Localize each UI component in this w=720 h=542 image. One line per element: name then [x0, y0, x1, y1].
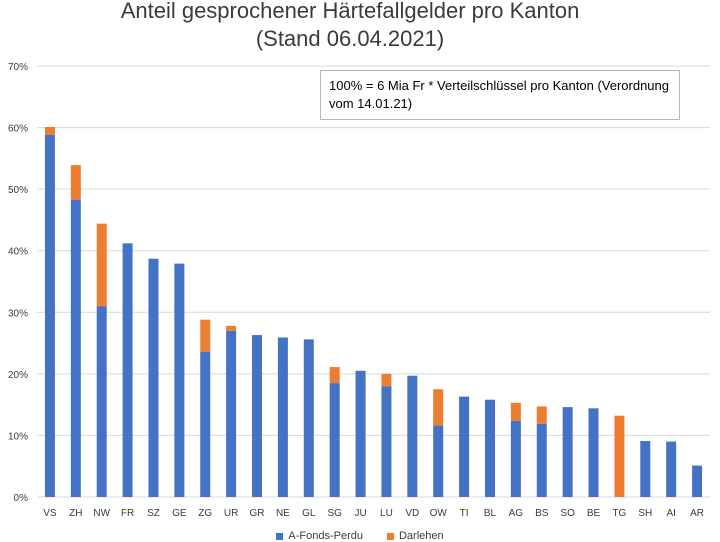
bar-darlehen-nw [96, 223, 107, 307]
x-tick-label: LU [380, 508, 393, 519]
bar-darlehen-vs [44, 126, 55, 135]
x-tick-label: AG [509, 508, 524, 519]
x-tick-label: OW [430, 508, 448, 519]
bar-darlehen-ur [226, 325, 237, 331]
bar-darlehen-tg [614, 415, 625, 497]
y-tick-label: 20% [8, 370, 28, 381]
legend-label-darlehen: Darlehen [398, 530, 444, 542]
bar-a-fonds-perdu-sh [640, 440, 651, 497]
chart-legend: A-Fonds-Perdu Darlehen [0, 530, 720, 542]
x-tick-label: TI [460, 508, 469, 519]
x-tick-label: VS [43, 508, 57, 519]
legend-item-darlehen: Darlehen [386, 530, 444, 542]
y-tick-label: 70% [8, 62, 28, 73]
bar-a-fonds-perdu-vs [44, 134, 55, 497]
bar-a-fonds-perdu-ar [692, 465, 703, 497]
x-tick-label: VD [405, 508, 419, 519]
bar-a-fonds-perdu-ow [433, 425, 444, 497]
bar-a-fonds-perdu-zg [200, 351, 211, 497]
bar-a-fonds-perdu-bs [536, 423, 547, 497]
y-tick-label: 60% [8, 124, 28, 135]
bar-a-fonds-perdu-sz [148, 258, 159, 497]
bar-a-fonds-perdu-ur [226, 330, 237, 497]
x-tick-label: SO [560, 508, 575, 519]
y-tick-label: 50% [8, 185, 28, 196]
bar-darlehen-sg [329, 367, 340, 384]
x-tick-label: NE [276, 508, 290, 519]
y-tick-label: 10% [8, 431, 28, 442]
bar-a-fonds-perdu-gr [252, 335, 263, 497]
chart-annotation: 100% = 6 Mia Fr * Verteilschlüssel pro K… [320, 70, 680, 120]
bar-a-fonds-perdu-ag [510, 420, 521, 497]
x-tick-label: JU [354, 508, 366, 519]
legend-swatch-darlehen [386, 532, 394, 540]
x-tick-label: AI [666, 508, 675, 519]
legend-item-a-fonds-perdu: A-Fonds-Perdu [276, 530, 363, 542]
x-tick-label: BL [484, 508, 497, 519]
bar-a-fonds-perdu-nw [96, 306, 107, 497]
x-tick-label: GR [250, 508, 265, 519]
bar-darlehen-ow [433, 389, 444, 426]
bar-a-fonds-perdu-zh [70, 199, 81, 498]
x-tick-label: GE [172, 508, 187, 519]
bar-a-fonds-perdu-so [562, 407, 573, 497]
bar-a-fonds-perdu-vd [407, 375, 418, 497]
x-tick-label: BE [587, 508, 601, 519]
x-tick-label: TG [612, 508, 626, 519]
bar-a-fonds-perdu-sg [329, 383, 340, 497]
y-tick-label: 0% [14, 493, 29, 504]
bar-darlehen-zh [70, 165, 81, 200]
x-tick-label: ZH [69, 508, 82, 519]
bar-darlehen-zg [200, 319, 211, 352]
chart-title-line2: (Stand 06.04.2021) [255, 26, 445, 51]
x-tick-label: ZG [198, 508, 212, 519]
bar-darlehen-ag [510, 402, 521, 421]
bar-a-fonds-perdu-ge [174, 263, 185, 497]
legend-swatch-a-fonds-perdu [276, 532, 284, 540]
x-tick-label: SG [327, 508, 342, 519]
bar-a-fonds-perdu-gl [303, 339, 314, 497]
x-tick-label: BS [535, 508, 549, 519]
bar-a-fonds-perdu-bl [484, 399, 495, 497]
x-tick-label: AR [690, 508, 704, 519]
bar-a-fonds-perdu-ti [459, 396, 470, 497]
x-tick-label: NW [93, 508, 110, 519]
bar-darlehen-bs [536, 406, 547, 424]
bar-darlehen-lu [381, 373, 392, 387]
y-tick-label: 40% [8, 247, 28, 258]
chart-title-line1: Anteil gesprochener Härtefallgelder pro … [120, 0, 580, 23]
bar-a-fonds-perdu-be [588, 408, 599, 497]
y-tick-label: 30% [8, 308, 28, 319]
bar-a-fonds-perdu-ju [355, 370, 366, 497]
legend-label-a-fonds-perdu: A-Fonds-Perdu [288, 530, 363, 542]
x-tick-label: GL [302, 508, 316, 519]
x-tick-label: SZ [147, 508, 160, 519]
bar-a-fonds-perdu-ai [666, 441, 677, 497]
x-tick-label: UR [224, 508, 238, 519]
bar-a-fonds-perdu-ne [277, 337, 288, 497]
bar-a-fonds-perdu-fr [122, 243, 133, 497]
bar-a-fonds-perdu-lu [381, 386, 392, 497]
x-tick-label: SH [638, 508, 652, 519]
x-tick-label: FR [121, 508, 134, 519]
